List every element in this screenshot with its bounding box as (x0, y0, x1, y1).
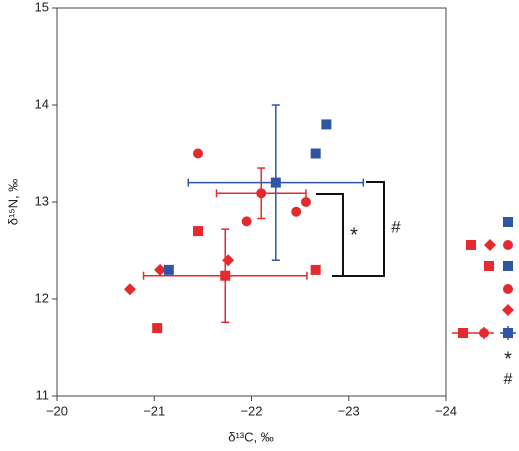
legend: * # (452, 217, 516, 388)
point (300, 197, 311, 207)
point (291, 206, 302, 217)
point (270, 177, 281, 188)
annotation: # (391, 217, 401, 236)
point (220, 270, 231, 281)
y-tick-label: 14 (35, 96, 49, 111)
x-tick-label: −24 (435, 403, 457, 418)
x-tick-label: −20 (46, 403, 68, 418)
point (241, 216, 252, 227)
svg-text:*: * (504, 348, 512, 370)
svg-text:#: # (504, 371, 513, 388)
significance-brackets (316, 181, 385, 277)
point (321, 119, 332, 130)
point (123, 283, 136, 296)
y-axis-label: δ¹⁵N, ‰ (5, 179, 20, 226)
point (152, 323, 163, 334)
point (310, 148, 321, 159)
y-tick-label: 11 (36, 387, 50, 402)
y-tick-label: 12 (35, 290, 49, 305)
point (256, 188, 267, 199)
plot-frame (56, 7, 447, 397)
x-tick-label: −21 (143, 403, 165, 418)
point (222, 254, 235, 267)
point (154, 263, 167, 276)
x-axis-label: δ¹³C, ‰ (228, 429, 274, 444)
x-tick-label: −23 (338, 403, 360, 418)
point (163, 264, 174, 275)
annotation: * (350, 224, 358, 246)
y-tick-label: 13 (35, 193, 49, 208)
point (193, 226, 204, 237)
point (193, 148, 204, 159)
y-tick-label: 15 (35, 0, 49, 14)
point (310, 264, 321, 275)
x-tick-label: −22 (240, 403, 262, 418)
